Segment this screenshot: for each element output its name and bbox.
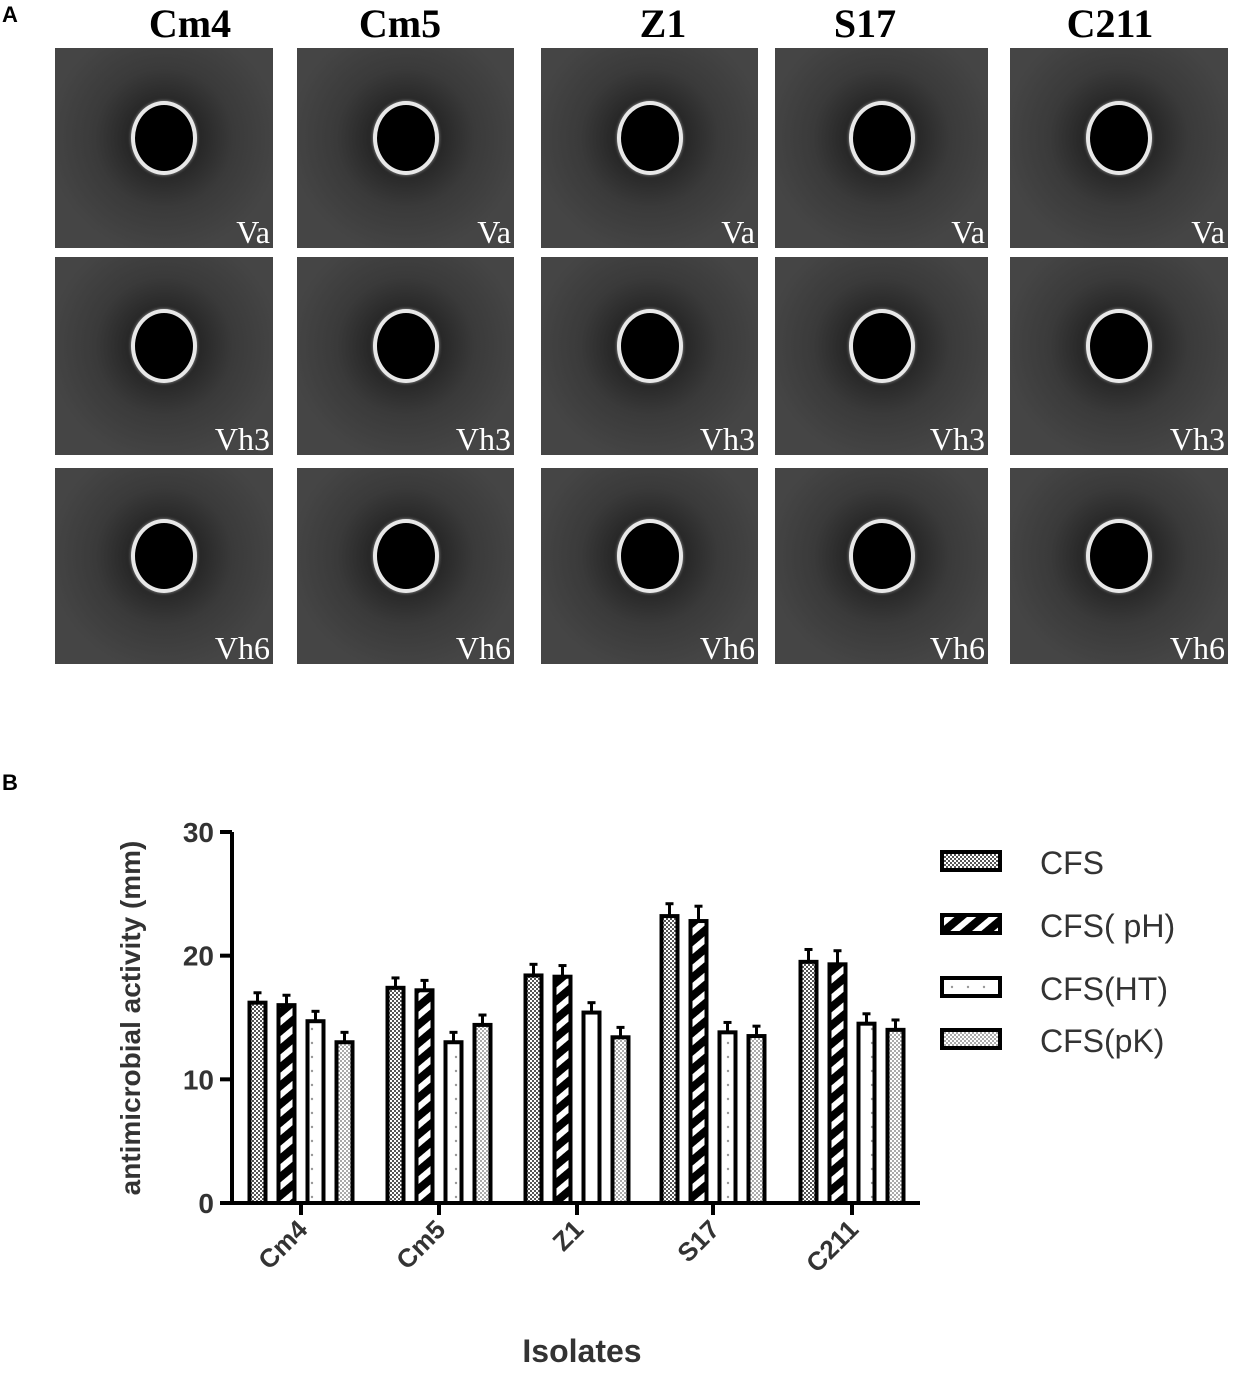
strain-label: Vh3 [1169,421,1225,455]
bar-cfsht [443,1040,464,1205]
inhibition-well [372,309,439,384]
x-tick-label: Cm4 [252,1214,313,1275]
x-axis-label: Isolates [522,1333,641,1369]
agar-well-photo: Va [55,48,273,248]
inhibition-well [131,519,197,594]
agar-well-photo: Vh3 [775,257,988,455]
legend-label: CFS [1040,845,1104,881]
panel-a-letter: A [2,2,18,27]
bar-cfs [523,973,544,1205]
legend-label: CFS( pH) [1040,908,1175,944]
bar-cfs [385,985,406,1205]
agar-well-photo: Va [297,48,514,248]
inhibition-well [1086,519,1152,594]
bar-cfsph [414,988,435,1205]
legend-swatch [940,913,1002,935]
bar-cfsph [688,919,709,1205]
bar-cfsht [581,1010,602,1206]
legend-label: CFS(pK) [1040,1023,1164,1059]
y-axis-label: antimicrobial activity (mm) [115,841,146,1196]
legend-swatch [940,1028,1002,1050]
panel-b-letter: B [2,770,18,795]
inhibition-well [616,309,683,384]
column-header: Cm4 [148,1,232,46]
column-header: Z1 [639,1,687,46]
strain-label: Vh6 [214,630,270,664]
inhibition-well [1086,101,1152,175]
inhibition-well [848,309,915,384]
agar-well-photo: Va [1010,48,1228,248]
bar-cfspk [472,1022,493,1206]
inhibition-well [848,101,915,175]
y-tick-label: 10 [183,1064,214,1095]
legend-swatch [940,976,1002,998]
agar-well-photo: Vh3 [55,257,273,455]
bar-cfspk [746,1034,767,1206]
inhibition-well [616,519,683,594]
agar-well-photo: Vh6 [775,468,988,664]
strain-label: Va [1191,214,1225,248]
inhibition-well [372,101,439,175]
inhibition-well [616,101,683,175]
strain-label: Vh3 [214,421,270,455]
bar-cfsph [552,974,573,1205]
bar-cfsht [856,1021,877,1206]
strain-label: Vh3 [699,421,755,455]
inhibition-well [372,519,439,594]
y-tick-label: 30 [183,817,214,848]
bar-cfspk [885,1027,906,1206]
x-tick-label: C211 [800,1214,864,1278]
strain-label: Va [477,214,511,248]
column-header: C211 [1066,1,1154,46]
bar-cfsht [305,1019,326,1206]
bar-cfsht [717,1030,738,1205]
strain-label: Va [236,214,270,248]
strain-label: Vh6 [929,630,985,664]
inhibition-well [131,309,197,384]
agar-well-photo: Va [775,48,988,248]
bar-cfs [659,914,680,1205]
x-tick-label: Z1 [547,1214,590,1257]
agar-well-photo: Va [541,48,758,248]
x-tick-label: S17 [671,1214,725,1268]
strain-label: Vh3 [929,421,985,455]
agar-well-photo: Vh6 [297,468,514,664]
column-header: Cm5 [358,1,442,46]
agar-well-photo: Vh3 [541,257,758,455]
legend-label: CFS(HT) [1040,971,1168,1007]
agar-well-photo: Vh6 [1010,468,1228,664]
strain-label: Vh6 [455,630,511,664]
inhibition-well [1086,309,1152,384]
y-tick-label: 0 [198,1188,214,1219]
bar-cfs [247,1000,268,1205]
strain-label: Va [721,214,755,248]
agar-well-photo: Vh3 [1010,257,1228,455]
bar-cfspk [610,1035,631,1205]
inhibition-well [848,519,915,594]
column-header: S17 [833,1,897,46]
agar-well-photo: Vh6 [55,468,273,664]
x-tick-label: Cm5 [390,1214,451,1275]
bar-cfspk [334,1040,355,1205]
bar-cfsph [276,1003,297,1206]
bar-cfs [798,959,819,1205]
strain-label: Vh6 [699,630,755,664]
legend-swatch [940,850,1002,872]
strain-label: Va [951,214,985,248]
agar-well-photo: Vh6 [541,468,758,664]
y-tick-label: 20 [183,941,214,972]
bar-cfsph [827,962,848,1205]
agar-well-photo: Vh3 [297,257,514,455]
inhibition-well [131,101,197,175]
strain-label: Vh6 [1169,630,1225,664]
strain-label: Vh3 [455,421,511,455]
